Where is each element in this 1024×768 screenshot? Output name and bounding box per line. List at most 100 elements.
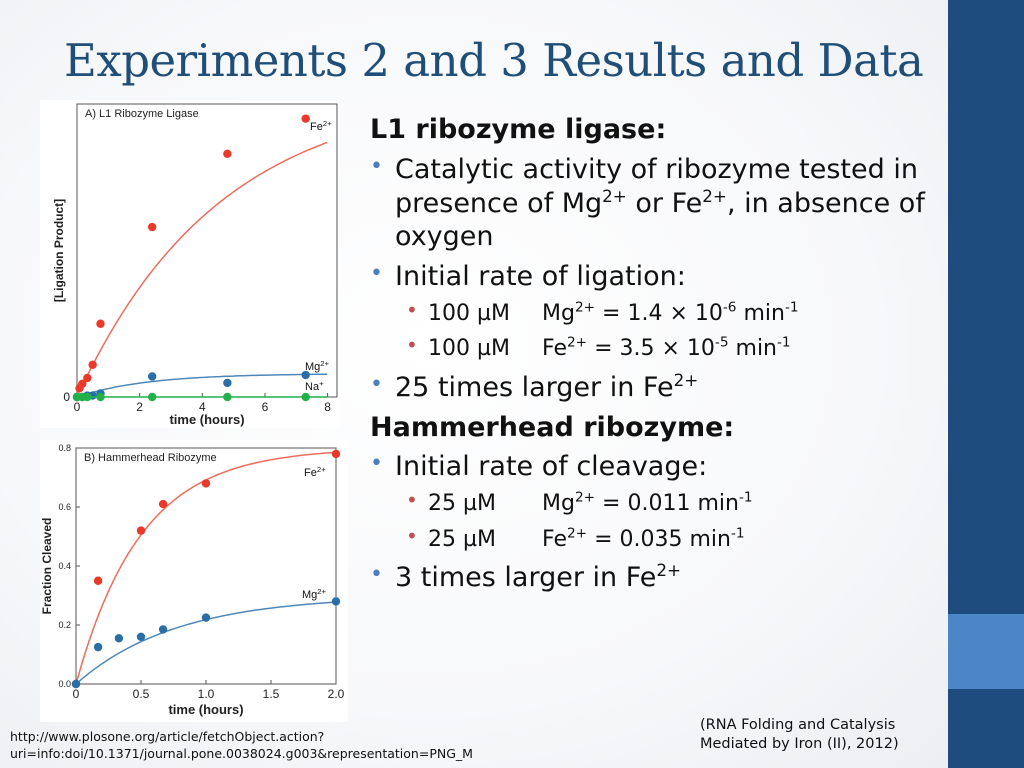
concentration: 25 µM [428, 526, 496, 552]
x-tick-label: 0 [73, 687, 80, 701]
superscript: -1 [738, 489, 753, 506]
y-tick-label: 0.0 [58, 679, 71, 689]
ion: Mg [542, 491, 575, 516]
x-axis-label: time (hours) [169, 412, 244, 427]
y-tick-label: 0.8 [58, 443, 71, 453]
series-label: Mg2+ [302, 587, 327, 601]
subbullet-hh-fe-rate: 25 µM Fe2+ = 0.035 min-1 [370, 524, 942, 554]
slide-title: Experiments 2 and 3 Results and Data [64, 34, 924, 87]
x-tick-label: 1.0 [198, 687, 215, 701]
x-tick-label: 2 [136, 400, 143, 414]
citation-line-1: (RNA Folding and Catalysis [700, 717, 896, 733]
ion: Fe [542, 336, 567, 362]
data-point [136, 526, 146, 535]
superscript: 2+ [567, 334, 588, 351]
data-point [93, 576, 103, 585]
x-axis-label: time (hours) [168, 702, 243, 717]
superscript: 2+ [656, 560, 682, 580]
slide-body: L1 ribozyme ligase: Catalytic activity o… [370, 113, 942, 601]
bullet-text: , in absence of oxygen [395, 187, 925, 253]
subbullet-l1-fe-rate: 100 µM Fe2+ = 3.5 × 10-5 min-1 [370, 333, 942, 363]
superscript: -1 [777, 334, 791, 351]
data-point [223, 392, 232, 402]
concentration: 100 µM [428, 300, 510, 326]
series-curve [76, 141, 328, 398]
y-tick-label: 0.2 [58, 620, 71, 630]
concentration: 100 µM [428, 336, 510, 362]
data-point [223, 149, 232, 159]
chart-a-svg: A) L1 Ribozyme Ligase 0 2 4 6 8 0 time (hours) [… [52, 103, 338, 427]
data-point [301, 392, 310, 402]
superscript: 2+ [602, 185, 627, 206]
x-tick-label: 2.0 [328, 687, 345, 701]
chart-title: B) Hammerhead Ribozyme [84, 452, 217, 464]
superscript: 2+ [574, 299, 596, 316]
chart-hammerhead-ribozyme: B) Hammerhead Ribozyme 0 0.5 1.0 1.5 2.0 0.0 0.… [40, 440, 348, 722]
series-label: Fe2+ [304, 465, 326, 479]
citation-line-2: Mediated by Iron (II), 2012) [700, 736, 899, 752]
subbullet-l1-mg-rate: 100 µM Mg2+ = 1.4 × 10-6 min-1 [370, 298, 942, 328]
x-tick-label: 6 [262, 400, 269, 414]
rate-value: = 1.4 × 10 [595, 300, 723, 326]
data-point [147, 392, 157, 402]
superscript: 2+ [567, 525, 588, 542]
data-point [201, 479, 211, 488]
data-point [331, 597, 341, 606]
superscript: -6 [722, 299, 737, 316]
y-tick-label: 0.4 [58, 561, 71, 571]
subbullet-hh-mg-rate: 25 µM Mg2+ = 0.011 min-1 [370, 488, 942, 518]
rate-value: = 0.035 min [587, 526, 731, 552]
series-curve [76, 373, 328, 398]
rate-value: = 3.5 × 10 [587, 336, 715, 362]
data-point [114, 634, 124, 643]
bullet-initial-rate-ligation: Initial rate of ligation: [370, 260, 942, 294]
series-label: Mg2+ [305, 359, 330, 373]
rate-unit: min [736, 300, 785, 326]
data-point [83, 392, 92, 402]
data-point [147, 222, 157, 232]
data-point [158, 625, 168, 634]
data-point [301, 370, 310, 380]
data-point [96, 392, 105, 402]
bullet-text: or Fe [626, 187, 703, 219]
rate-unit: min [728, 336, 778, 362]
bullet-initial-rate-cleavage: Initial rate of cleavage: [370, 450, 942, 484]
x-tick-label: 4 [199, 400, 206, 414]
data-point [136, 632, 146, 641]
superscript: 2+ [673, 369, 699, 390]
superscript: -5 [714, 334, 729, 351]
bullet-catalytic-activity: Catalytic activity of ribozyme tested in… [370, 153, 942, 254]
data-point [201, 613, 211, 622]
y-tick-label: 0 [63, 390, 70, 404]
series-label: Na+ [305, 379, 324, 393]
citation: (RNA Folding and Catalysis Mediated by I… [700, 716, 899, 754]
ion: Mg [542, 300, 575, 326]
superscript: -1 [730, 525, 745, 542]
l1-heading: L1 ribozyme ligase: [370, 114, 667, 145]
x-tick-label: 1.5 [263, 687, 280, 701]
data-point [71, 679, 81, 689]
bullet-text: 3 times larger in Fe [395, 562, 657, 593]
side-accent-block [948, 614, 1024, 689]
hammerhead-heading: Hammerhead ribozyme: [370, 411, 735, 443]
data-point [83, 373, 92, 383]
superscript: 2+ [702, 185, 727, 206]
x-tick-label: 0.5 [133, 687, 150, 701]
bullet-text: Initial rate of ligation: [395, 261, 686, 292]
data-point [331, 449, 341, 459]
data-point [96, 319, 105, 328]
concentration: 25 µM [428, 491, 496, 516]
chart-title: A) L1 Ribozyme Ligase [85, 108, 199, 120]
bullet-25-times-larger: 25 times larger in Fe2+ [370, 371, 942, 405]
data-point [93, 642, 103, 652]
ion: Fe [542, 526, 567, 552]
x-tick-label: 0 [74, 400, 81, 414]
y-axis-label: Fraction Cleaved [40, 518, 54, 615]
data-point [223, 378, 232, 388]
bullet-text: Catalytic activity of ribozyme tested in… [395, 153, 918, 219]
series-label: Fe2+ [310, 119, 332, 133]
chart-b-svg: B) Hammerhead Ribozyme 0 0.5 1.0 1.5 2.0 0.0 0.… [40, 443, 345, 717]
data-point [78, 379, 87, 389]
plot-frame [76, 103, 338, 398]
bullet-3-times-larger: 3 times larger in Fe2+ [370, 561, 942, 595]
